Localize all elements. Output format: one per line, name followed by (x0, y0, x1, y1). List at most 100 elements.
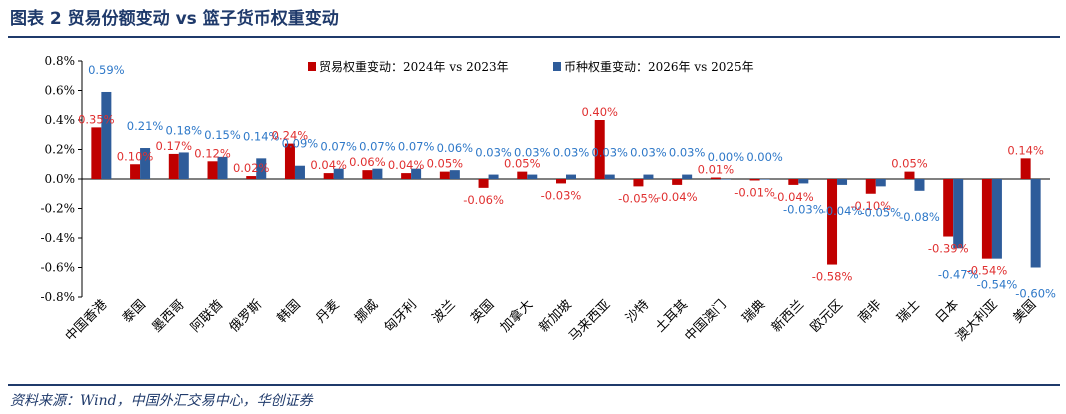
data-label-series2: -0.60% (1015, 287, 1056, 301)
x-tick-label: 沙特 (623, 297, 652, 326)
data-label-series2: 0.00% (746, 150, 783, 164)
bar-series2 (178, 152, 189, 179)
bar-series2 (294, 165, 305, 179)
bar-series2 (604, 174, 615, 179)
data-label-series1: -0.06% (463, 193, 504, 207)
bar-series1 (556, 179, 566, 184)
data-label-series1: -0.03% (541, 188, 582, 202)
x-tick-label: 挪威 (352, 297, 381, 326)
x-tick-label: 瑞士 (894, 297, 923, 326)
y-tick-label: 0.6% (45, 84, 76, 98)
bars-layer (91, 91, 1041, 268)
data-label-series2: 0.03% (591, 146, 628, 160)
bar-series1 (401, 173, 412, 179)
bar-series1 (749, 179, 760, 181)
data-label-series1: -0.10% (850, 199, 891, 213)
data-label-series2: 0.18% (166, 123, 203, 137)
y-tick-label: 0.0% (45, 172, 76, 186)
data-label-series1: 0.10% (117, 149, 154, 163)
data-label-series1: -0.58% (812, 270, 853, 284)
bar-series2 (1030, 179, 1041, 268)
footer-rule (8, 384, 1060, 386)
x-tick-label: 中国澳门 (682, 297, 730, 345)
data-label-series1: -0.54% (967, 264, 1008, 278)
data-label-series1: 0.05% (504, 157, 541, 171)
bar-series2 (256, 158, 267, 179)
data-label-series1: 0.04% (310, 158, 347, 172)
x-tick-label: 波兰 (430, 297, 459, 326)
data-label-series2: 0.21% (127, 119, 164, 133)
x-tick-label: 加拿大 (497, 297, 536, 336)
bar-series2 (140, 148, 151, 179)
bar-series1 (710, 177, 721, 179)
data-label-series2: 0.03% (553, 146, 590, 160)
bar-series2 (101, 91, 112, 179)
data-label-series2: 0.03% (630, 146, 667, 160)
bar-series1 (943, 179, 954, 237)
bar-series1 (981, 179, 992, 259)
bar-series2 (991, 179, 1002, 259)
legend-swatch-series2 (553, 62, 561, 71)
data-label-series1: -0.05% (618, 191, 659, 205)
data-label-series2: 0.03% (514, 146, 551, 160)
bar-series2 (411, 168, 422, 179)
bar-series2 (720, 179, 731, 180)
bar-series1 (904, 171, 915, 179)
bar-series2 (798, 179, 809, 184)
x-tick-label: 欧元区 (808, 297, 846, 335)
legend-label-series2: 币种权重变动：2026年 vs 2025年 (564, 59, 754, 74)
data-label-series1: -0.04% (657, 190, 698, 204)
x-tick-label: 英国 (468, 297, 497, 326)
x-tick-label: 阿联酋 (187, 297, 226, 336)
legend: 贸易权重变动：2024年 vs 2023年 币种权重变动：2026年 vs 20… (308, 59, 754, 74)
bar-series1 (594, 120, 605, 179)
y-tick-label: -0.4% (40, 231, 75, 245)
x-tick-label: 南非 (855, 297, 885, 327)
bar-series2 (333, 168, 344, 179)
legend-swatch-series1 (308, 62, 316, 71)
data-label-series1: 0.05% (427, 157, 464, 171)
bar-series2 (759, 179, 770, 180)
data-label-series2: -0.54% (977, 278, 1018, 292)
data-label-series2: 0.07% (320, 140, 357, 154)
y-tick-label: 0.8% (45, 54, 76, 68)
data-label-series2: 0.59% (88, 63, 125, 77)
title-rule (8, 36, 1060, 38)
bar-series1 (827, 179, 838, 265)
legend-label-series1: 贸易权重变动：2024年 vs 2023年 (319, 59, 509, 74)
data-label-series2: 0.09% (282, 137, 319, 151)
y-tick-label: -0.6% (40, 261, 75, 275)
bar-series1 (865, 179, 876, 194)
data-label-series1: 0.35% (78, 112, 115, 126)
bar-series1 (478, 179, 489, 188)
data-label-series1: 0.04% (388, 158, 425, 172)
data-label-series2: -0.05% (860, 205, 901, 219)
bar-series1 (91, 127, 102, 179)
bar-chart: 0.8% 0.6% 0.4% 0.2% 0.0% -0.2% -0.4% -0.6% -0.8%… (40, 54, 1056, 345)
x-tick-label: 澳大利亚 (953, 297, 1001, 345)
bar-series2 (372, 168, 383, 179)
y-tick-label: -0.8% (40, 290, 75, 304)
labels-layer: 0.35% 0.59% 0.10% 0.21% 0.17% 0.18% 0.12% 0.15%… (78, 63, 1056, 301)
bar-series1 (439, 171, 450, 179)
bar-series2 (643, 174, 654, 179)
chart-title: 图表 2 贸易份额变动 vs 篮子货币权重变动 (10, 9, 339, 29)
data-label-series1: 0.40% (581, 105, 618, 119)
bar-series2 (217, 156, 228, 179)
data-label-series2: -0.47% (938, 267, 979, 281)
data-label-series1: 0.17% (156, 139, 193, 153)
bar-series1 (168, 153, 179, 179)
bar-series1 (284, 143, 295, 179)
bar-series2 (527, 174, 538, 179)
x-tick-label: 匈牙利 (382, 297, 420, 335)
bar-series1 (130, 164, 141, 179)
bar-series1 (672, 179, 683, 185)
data-label-series1: 0.24% (272, 129, 309, 143)
data-label-series1: 0.05% (891, 157, 928, 171)
data-label-series1: 0.06% (349, 155, 386, 169)
bar-series1 (517, 171, 528, 179)
x-tick-label: 韩国 (275, 297, 304, 326)
x-tick-label: 马来西亚 (566, 297, 613, 344)
data-label-series1: 0.02% (233, 161, 270, 175)
bar-series1 (362, 170, 373, 179)
